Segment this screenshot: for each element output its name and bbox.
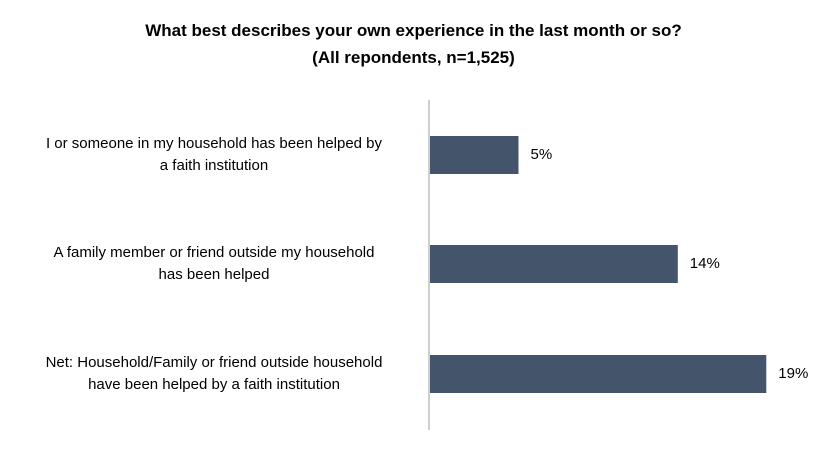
category-label-3: Net: Household/Family or friend outside … bbox=[14, 352, 414, 396]
category-label-1: I or someone in my household has been he… bbox=[14, 133, 414, 177]
category-label-2-line-2: has been helped bbox=[158, 266, 270, 283]
category-label-1-line-2: a faith institution bbox=[159, 157, 269, 174]
chart-subtitle: (All repondents, n=1,525) bbox=[312, 48, 515, 67]
bar-1 bbox=[430, 136, 519, 174]
data-label-2: 14% bbox=[689, 255, 720, 272]
category-label-3-line-1: Net: Household/Family or friend outside … bbox=[45, 354, 383, 371]
category-label-1-line-1: I or someone in my household has been he… bbox=[45, 135, 383, 152]
bar-3 bbox=[430, 355, 767, 393]
data-label-1: 5% bbox=[530, 146, 553, 163]
category-label-3-line-2: have been helped by a faith institution bbox=[88, 376, 340, 393]
chart-title: What best describes your own experience … bbox=[145, 21, 682, 40]
bar-2 bbox=[430, 245, 678, 283]
category-label-2-line-1: A family member or friend outside my hou… bbox=[53, 244, 375, 261]
data-label-3: 19% bbox=[778, 365, 809, 382]
category-label-2: A family member or friend outside my hou… bbox=[14, 242, 414, 286]
